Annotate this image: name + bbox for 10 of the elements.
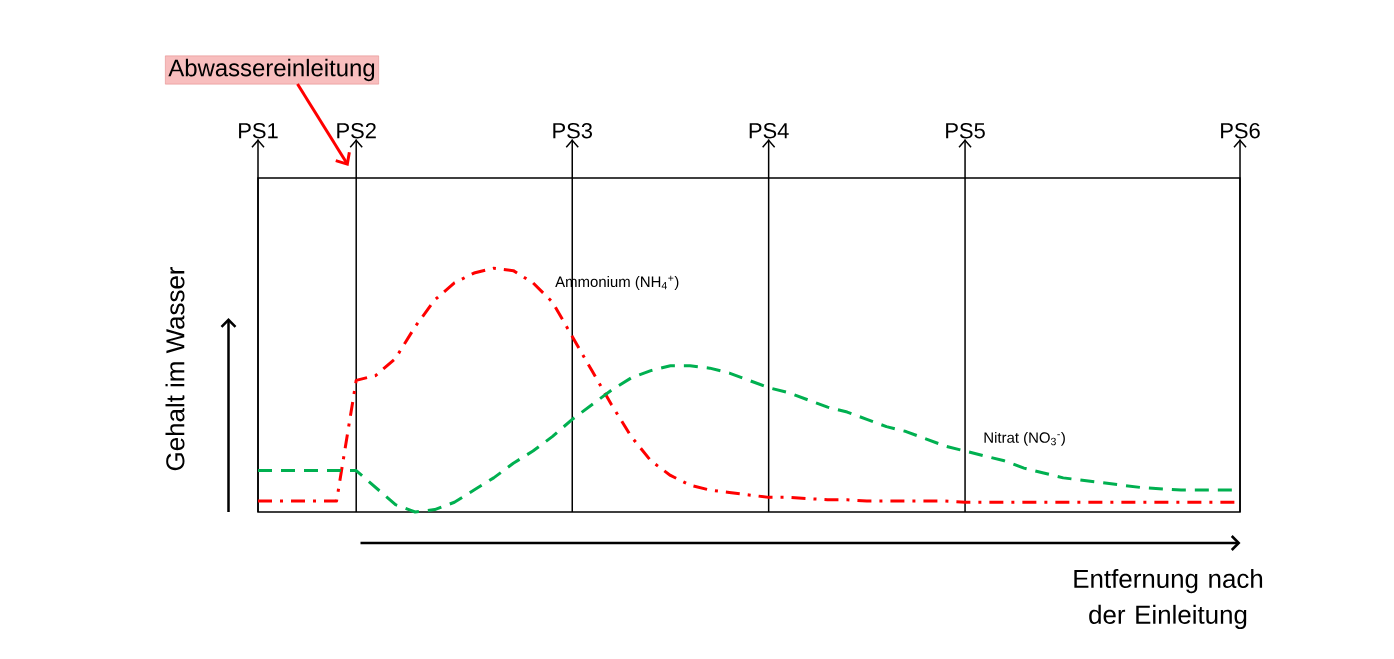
x-tick-label: PS5: [946, 122, 985, 139]
x-tick-label: PS6: [1221, 122, 1260, 139]
series-label: Nitrat (NO$_{3}$$^{-}$): [984, 431, 1065, 446]
x-axis-title: Entfernung nach der Einleitung: [1074, 569, 1263, 629]
x-tick-label: PS1: [239, 122, 278, 139]
text: Abwassereinleitung: [168, 58, 375, 82]
x-tick-label: PS4: [749, 122, 789, 139]
x-tick-label: PS3: [553, 122, 592, 139]
x-tick-label: PS2: [337, 122, 376, 139]
y-axis-title: Gehalt im Wasser: [165, 266, 185, 471]
